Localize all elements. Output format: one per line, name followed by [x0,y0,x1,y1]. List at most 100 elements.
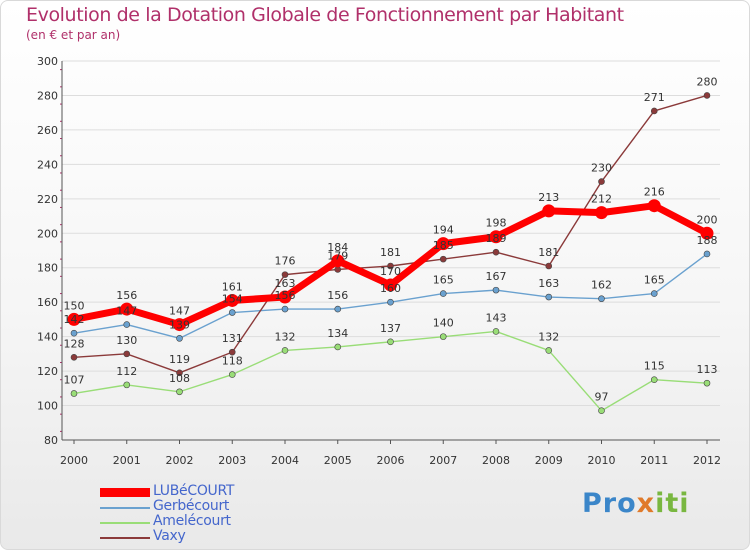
x-tick-label: 2001 [113,454,141,467]
data-point [225,293,239,307]
logo-part-1: Pro [582,488,637,519]
data-label: 160 [380,282,401,295]
data-label: 132 [538,330,559,343]
x-tick-label: 2007 [429,454,457,467]
data-point [387,338,394,346]
data-point [228,371,236,378]
data-label: 181 [538,246,559,259]
data-label: 147 [169,305,190,318]
data-point [387,298,394,306]
data-point [703,250,711,258]
y-tick-label: 100 [37,400,58,413]
data-point [598,295,605,303]
data-label: 137 [380,322,401,335]
data-label: 161 [222,280,243,293]
data-label: 143 [486,311,507,324]
data-point [331,254,345,268]
legend-swatch [100,521,150,524]
data-label: 128 [64,337,85,350]
data-label: 156 [116,289,137,302]
data-point [650,290,658,297]
data-point [278,290,292,304]
data-point [334,343,342,351]
data-point [67,312,81,326]
data-point [703,379,711,387]
chart-subtitle: (en € et par an) [26,28,121,42]
data-point [281,305,289,313]
data-label: 118 [222,355,243,368]
data-label: 189 [486,232,507,245]
data-label: 113 [697,363,718,376]
y-tick-label: 140 [37,331,58,344]
data-label: 156 [327,289,348,302]
data-label: 150 [64,299,85,312]
proxiti-logo: Proxiti [582,488,690,519]
data-label: 154 [222,293,243,306]
x-tick-label: 2009 [535,454,563,467]
data-label: 107 [64,373,85,386]
data-point [176,369,183,377]
data-label: 230 [591,162,612,175]
data-point [334,305,342,313]
data-point [70,390,78,397]
x-tick-label: 2012 [693,454,721,467]
legend-label: Amelécourt [153,513,231,529]
data-point [334,266,342,273]
data-label: 167 [486,270,507,283]
data-point [176,335,183,342]
x-tick-label: 2005 [324,454,352,467]
legend-label: Vaxy [153,528,186,544]
data-point [123,321,131,328]
y-tick-label: 200 [37,227,58,240]
data-label: 142 [64,313,85,326]
y-tick-label: 300 [37,55,58,68]
data-label: 194 [433,224,454,237]
data-label: 200 [697,213,718,226]
logo-part-2: x [636,488,656,519]
data-label: 163 [275,277,296,290]
data-label: 140 [433,317,454,330]
data-label: 112 [116,365,137,378]
data-label: 170 [380,265,401,278]
y-tick-label: 160 [37,296,58,309]
data-label: 184 [327,241,348,254]
logo-part-3: iti [655,488,690,519]
data-label: 165 [433,274,454,287]
data-label: 132 [275,330,296,343]
data-point [439,255,447,263]
data-point [545,262,553,270]
data-point [70,354,78,361]
data-point [387,262,394,270]
y-tick-label: 280 [37,89,58,102]
x-tick-label: 2000 [60,454,88,467]
data-label: 134 [327,327,348,340]
legend-label: Gerbécourt [153,498,230,514]
y-tick-label: 180 [37,262,58,275]
data-point [123,350,131,358]
data-point [542,204,556,218]
data-point [700,226,714,240]
data-label: 213 [538,191,559,204]
data-point [650,376,658,384]
data-point [436,237,450,251]
data-point [439,333,447,340]
data-label: 156 [275,289,296,302]
data-point [489,230,503,244]
data-label: 212 [591,193,612,206]
legend-swatch [100,488,150,497]
data-point [492,328,500,335]
x-tick-label: 2006 [377,454,405,467]
data-point [647,199,661,213]
data-label: 176 [275,255,296,268]
data-label: 119 [169,353,190,366]
data-point [650,107,658,115]
data-label: 271 [644,91,665,104]
x-tick-label: 2008 [482,454,510,467]
data-label: 162 [591,279,612,292]
data-point [384,278,397,292]
x-tick-label: 2004 [271,454,299,467]
data-point [439,290,447,297]
x-tick-label: 2010 [588,454,616,467]
data-point [281,347,289,354]
data-label: 115 [644,360,665,373]
